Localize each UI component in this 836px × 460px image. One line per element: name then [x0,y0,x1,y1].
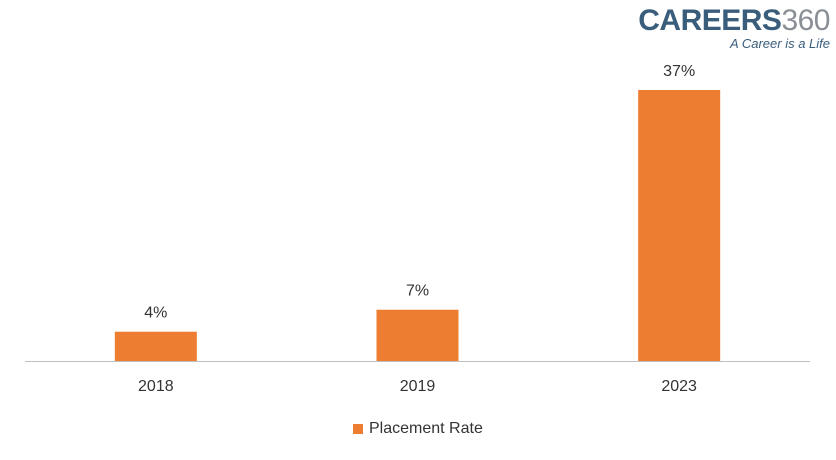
logo-wordmark: CAREERS360 [638,4,830,38]
logo-number: 360 [781,4,830,37]
data-label-2018: 4% [144,305,167,322]
legend-swatch [353,424,363,434]
logo-word: CAREERS [638,4,782,37]
careers360-logo: CAREERS360 A Career is a Life [638,4,830,51]
logo-tagline: A Career is a Life [730,36,830,51]
legend-label: Placement Rate [369,420,483,437]
bar-2019 [376,309,459,361]
x-tick-label-2019: 2019 [400,378,436,395]
bar-2018 [114,331,197,361]
data-label-2023: 37% [663,63,695,80]
x-tick-label-2023: 2023 [661,378,697,395]
data-label-2019: 7% [406,283,429,300]
bar-2023 [638,90,721,361]
chart-legend: Placement Rate [353,420,483,438]
x-tick-label-2018: 2018 [138,378,174,395]
